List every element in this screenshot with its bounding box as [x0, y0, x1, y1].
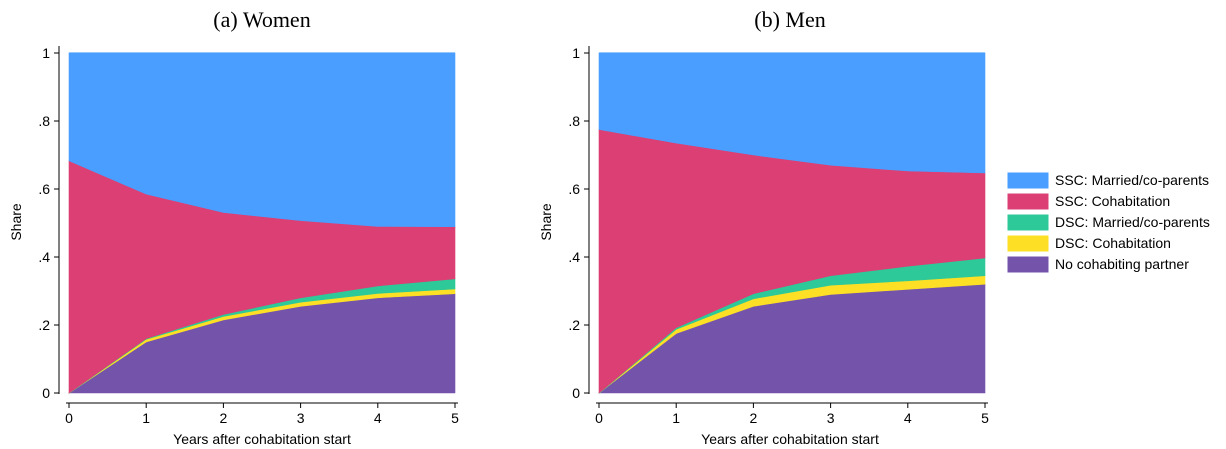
legend-label-ssc-cohabitation: SSC: Cohabitation	[1055, 193, 1170, 209]
x-tick-label-men: 3	[827, 410, 835, 426]
y-tick-label-men: 0	[572, 385, 580, 401]
legend-swatch-dsc-cohabitation	[1007, 235, 1049, 252]
x-tick-label-women: 3	[297, 410, 305, 426]
y-axis-women: 0 .2 .4 .6 .8 1	[38, 45, 60, 401]
panel-title-men: (b) Men	[754, 7, 825, 32]
legend-swatch-ssc-cohabitation	[1007, 193, 1049, 210]
x-tick-label-men: 2	[750, 410, 758, 426]
panel-title-women: (a) Women	[213, 7, 310, 32]
x-tick-label-men: 4	[904, 410, 912, 426]
y-tick-label-women: 1	[42, 45, 50, 61]
y-tick-label-women: .8	[38, 113, 50, 129]
y-tick-label-men: 1	[572, 45, 580, 61]
panel-men: (b) Men Years after cohabitation start S…	[538, 7, 989, 447]
x-tick-label-women: 0	[65, 410, 73, 426]
panel-women: (a) Women Years after cohabitation start…	[8, 7, 459, 447]
legend: SSC: Married/co-parents SSC: Cohabitation…	[1007, 172, 1210, 273]
y-axis-label-women: Share	[8, 203, 24, 241]
x-tick-label-men: 5	[981, 410, 989, 426]
y-tick-label-men: .8	[568, 113, 580, 129]
legend-item-dsc-cohabitation: DSC: Cohabitation	[1007, 235, 1171, 252]
y-tick-label-men: .6	[568, 181, 580, 197]
y-axis-men: 0 .2 .4 .6 .8 1	[568, 45, 590, 401]
y-tick-label-women: .6	[38, 181, 50, 197]
x-axis-women: 0 1 2 3 4 5	[65, 402, 459, 426]
legend-swatch-dsc-married-co-parents	[1007, 214, 1049, 231]
x-tick-label-women: 1	[142, 410, 150, 426]
x-axis-label-women: Years after cohabitation start	[173, 431, 351, 447]
x-tick-label-men: 1	[672, 410, 680, 426]
legend-item-no-cohabiting-partner: No cohabiting partner	[1007, 256, 1189, 273]
legend-label-dsc-married-co-parents: DSC: Married/co-parents	[1055, 214, 1210, 230]
legend-item-dsc-married-co-parents: DSC: Married/co-parents	[1007, 214, 1210, 231]
y-tick-label-women: 0	[42, 385, 50, 401]
legend-swatch-no-cohabiting-partner	[1007, 256, 1049, 273]
y-tick-label-men: .2	[568, 317, 580, 333]
legend-item-ssc-cohabitation: SSC: Cohabitation	[1007, 193, 1170, 210]
x-tick-label-women: 2	[220, 410, 228, 426]
legend-item-ssc-married-co-parents: SSC: Married/co-parents	[1007, 172, 1209, 189]
legend-label-dsc-cohabitation: DSC: Cohabitation	[1055, 235, 1171, 251]
legend-swatch-ssc-married-co-parents	[1007, 172, 1049, 189]
x-axis-men: 0 1 2 3 4 5	[595, 402, 989, 426]
x-axis-label-men: Years after cohabitation start	[701, 431, 879, 447]
legend-label-ssc-married-co-parents: SSC: Married/co-parents	[1055, 172, 1209, 188]
x-tick-label-men: 0	[595, 410, 603, 426]
y-tick-label-women: .2	[38, 317, 50, 333]
x-tick-label-women: 5	[451, 410, 459, 426]
x-tick-label-women: 4	[374, 410, 382, 426]
legend-label-no-cohabiting-partner: No cohabiting partner	[1055, 256, 1189, 272]
y-tick-label-women: .4	[38, 249, 50, 265]
y-axis-label-men: Share	[538, 203, 554, 241]
y-tick-label-men: .4	[568, 249, 580, 265]
plot-area-men	[598, 52, 986, 394]
plot-area-women	[68, 52, 456, 394]
